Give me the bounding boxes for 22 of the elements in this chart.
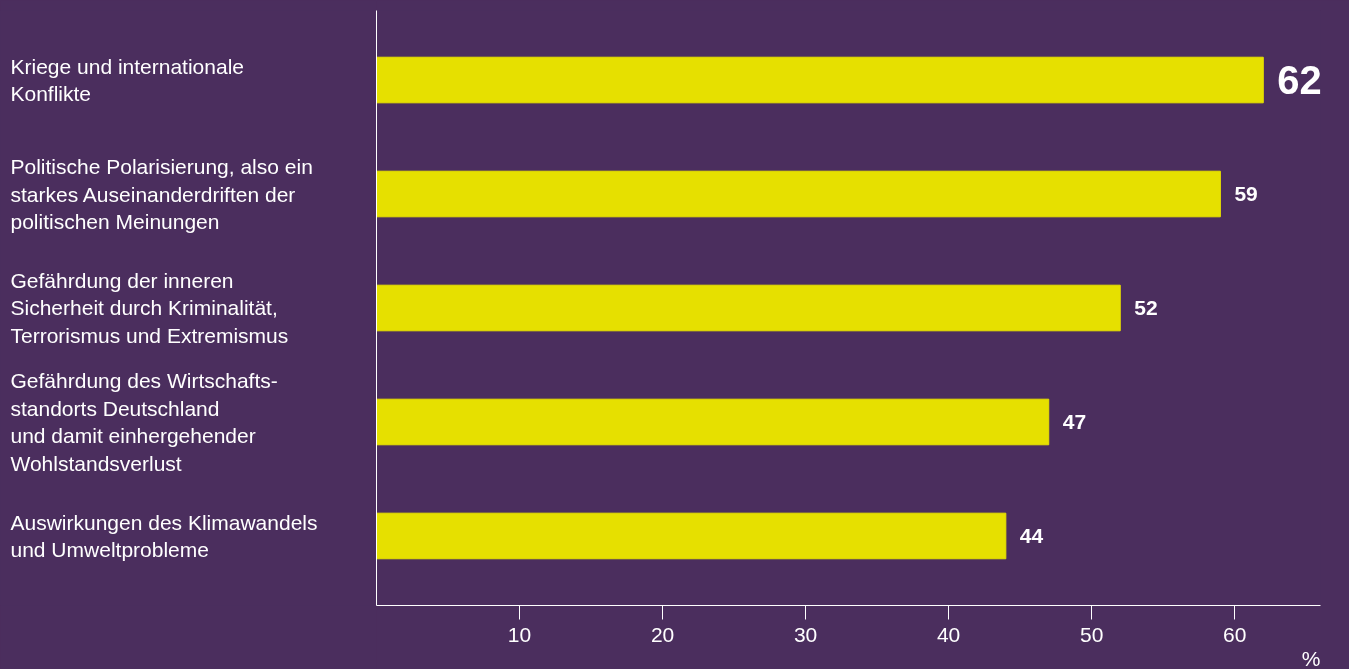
bar [376,512,1007,560]
x-tick-label: 10 [507,622,532,646]
y-tick-label: Politische Polarisierung, also ein starkes Auseinanderdriften der politischen Meinungen [10,154,313,234]
bar [376,170,1221,218]
data-label: 47 [1062,409,1087,433]
x-tick-label: 50 [1079,622,1104,646]
data-label: 44 [1019,523,1044,547]
data-label: 62 [1277,58,1322,103]
bar [376,398,1050,446]
bar [376,284,1121,332]
x-tick-label: 30 [793,622,818,646]
y-tick-label: Auswirkungen des Klimawandels und Umweltprobleme [10,510,318,562]
data-label: 52 [1134,296,1158,319]
y-tick-label: Kriege und internationale Konflikte [10,54,245,106]
x-tick-label: 60 [1223,622,1247,646]
y-tick-label: Gefährdung des Wirtschafts- standorts Deutschland und damit einhergehender Wohlstandsverlust [10,369,278,475]
x-tick-label: 20 [650,622,675,646]
x-tick-label: 40 [936,622,961,646]
data-label: 59 [1234,182,1258,206]
x-axis-title: % [1301,646,1321,669]
y-tick-label: Gefährdung der inneren Sicherheit durch Kriminalität, Terrorismus und Extremismus [10,268,289,348]
bar [376,56,1264,104]
